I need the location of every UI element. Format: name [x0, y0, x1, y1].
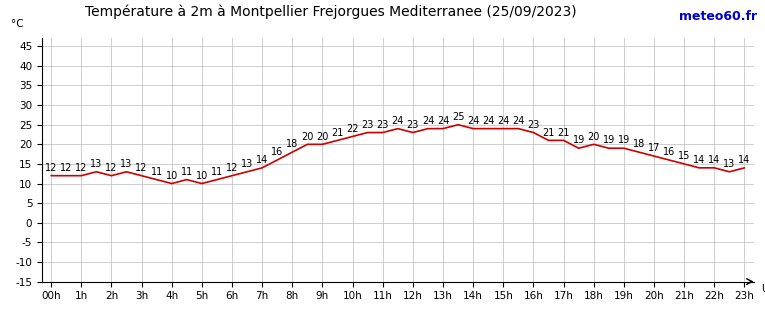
Text: 24: 24 — [513, 116, 525, 126]
Text: 13: 13 — [723, 159, 735, 169]
Text: °C: °C — [11, 19, 24, 29]
Text: 11: 11 — [211, 167, 223, 177]
Text: 18: 18 — [633, 140, 645, 149]
Text: 12: 12 — [135, 163, 148, 173]
Text: 24: 24 — [482, 116, 494, 126]
Text: 19: 19 — [603, 135, 615, 146]
Text: 24: 24 — [467, 116, 480, 126]
Text: 10: 10 — [196, 171, 208, 181]
Text: 24: 24 — [392, 116, 404, 126]
Text: 13: 13 — [241, 159, 253, 169]
Text: Température à 2m à Montpellier Frejorgues Mediterranee (25/09/2023): Température à 2m à Montpellier Frejorgue… — [85, 4, 576, 19]
Text: 14: 14 — [708, 155, 721, 165]
Text: 17: 17 — [648, 143, 660, 153]
Text: 25: 25 — [452, 112, 464, 122]
Text: 21: 21 — [542, 128, 555, 138]
Text: 18: 18 — [286, 140, 298, 149]
Text: 16: 16 — [663, 147, 675, 157]
Text: 16: 16 — [271, 147, 283, 157]
Text: 11: 11 — [181, 167, 193, 177]
Text: 23: 23 — [376, 120, 389, 130]
Text: 14: 14 — [693, 155, 705, 165]
Text: 14: 14 — [738, 155, 750, 165]
Text: 12: 12 — [60, 163, 73, 173]
Text: 21: 21 — [558, 128, 570, 138]
Text: 19: 19 — [618, 135, 630, 146]
Text: 13: 13 — [90, 159, 103, 169]
Text: 23: 23 — [407, 120, 419, 130]
Text: 12: 12 — [75, 163, 87, 173]
Text: 15: 15 — [678, 151, 690, 161]
Text: meteo60.fr: meteo60.fr — [679, 10, 757, 23]
Text: UTC: UTC — [760, 284, 765, 294]
Text: 12: 12 — [226, 163, 238, 173]
Text: 21: 21 — [331, 128, 343, 138]
Text: 12: 12 — [45, 163, 57, 173]
Text: 22: 22 — [347, 124, 359, 134]
Text: 23: 23 — [362, 120, 374, 130]
Text: 20: 20 — [588, 132, 600, 141]
Text: 19: 19 — [572, 135, 584, 146]
Text: 11: 11 — [151, 167, 163, 177]
Text: 20: 20 — [316, 132, 329, 141]
Text: 14: 14 — [256, 155, 269, 165]
Text: 20: 20 — [301, 132, 314, 141]
Text: 24: 24 — [422, 116, 434, 126]
Text: 24: 24 — [497, 116, 509, 126]
Text: 12: 12 — [106, 163, 118, 173]
Text: 13: 13 — [120, 159, 132, 169]
Text: 23: 23 — [527, 120, 539, 130]
Text: 24: 24 — [437, 116, 449, 126]
Text: 10: 10 — [165, 171, 177, 181]
